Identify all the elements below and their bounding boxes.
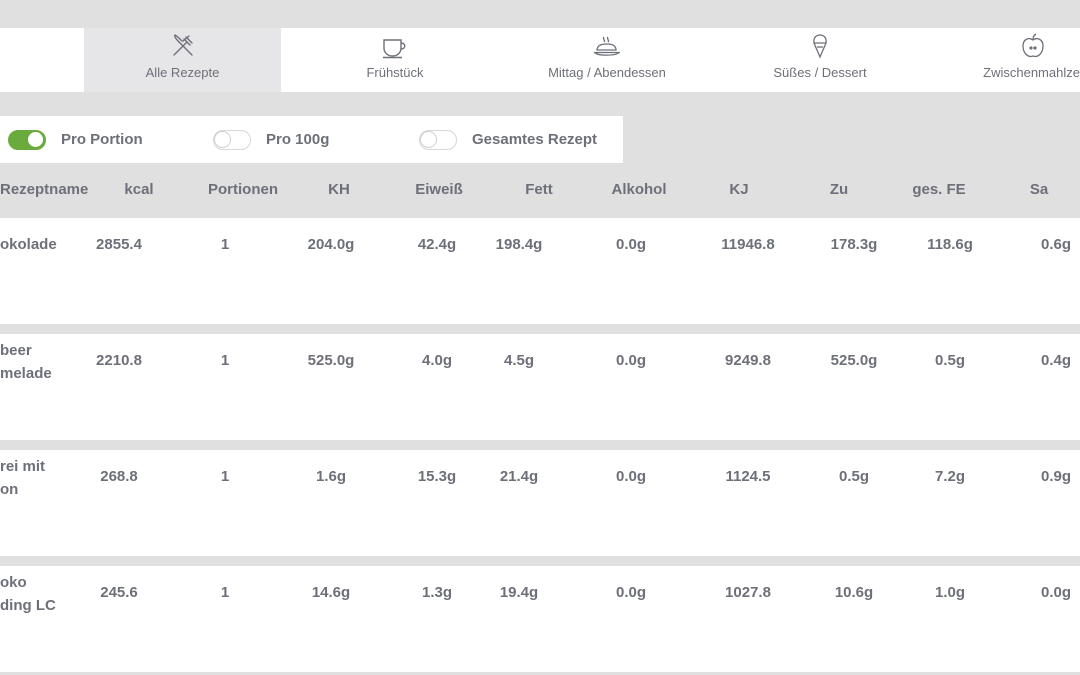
cell-eiweiss: 42.4g bbox=[417, 236, 457, 253]
cell-eiweiss: 1.3g bbox=[421, 584, 453, 601]
apple-icon bbox=[1020, 33, 1046, 59]
cell-kcal: 268.8 bbox=[100, 468, 138, 485]
cell-zucker: 10.6g bbox=[834, 584, 874, 601]
tab-label: Zwischenmahlzei bbox=[983, 65, 1080, 80]
cell-kj: 1027.8 bbox=[725, 584, 771, 601]
tab-label: Frühstück bbox=[366, 65, 424, 80]
recipe-name-line: on bbox=[0, 481, 19, 498]
toggle-pro-portion[interactable]: Pro Portion bbox=[8, 116, 143, 163]
coffee-cup-icon bbox=[380, 33, 410, 59]
cell-zucker: 178.3g bbox=[830, 236, 878, 253]
tab-suesses-dessert[interactable]: Süßes / Dessert bbox=[728, 28, 912, 92]
toggle-switch-on[interactable] bbox=[8, 129, 46, 150]
recipe-name-line: rei mit bbox=[0, 458, 46, 475]
toggle-pro-100g[interactable]: Pro 100g bbox=[213, 116, 329, 163]
fork-knife-icon bbox=[170, 33, 196, 59]
recipe-name-line: okolade bbox=[0, 236, 57, 253]
recipe-name-cell: okolade bbox=[0, 236, 57, 253]
tab-label: Alle Rezepte bbox=[145, 65, 220, 80]
recipe-name-line: beer bbox=[0, 342, 32, 359]
cell-ges-fe: 118.6g bbox=[927, 236, 973, 253]
display-mode-toggles: Pro Portion Pro 100g Gesamtes Rezept bbox=[0, 116, 623, 163]
cell-portionen: 1 bbox=[220, 584, 230, 601]
cell-eiweiss: 4.0g bbox=[421, 352, 453, 369]
column-header-ges-fe[interactable]: ges. FE bbox=[912, 181, 966, 198]
cell-portionen: 1 bbox=[220, 468, 230, 485]
tab-label: Mittag / Abendessen bbox=[548, 65, 666, 80]
category-tabbar: Alle Rezepte Frühstück Mittag / Abendess… bbox=[0, 28, 1080, 92]
toggle-label: Pro Portion bbox=[61, 131, 143, 148]
cell-portionen: 1 bbox=[220, 236, 230, 253]
cell-ges-fe: 0.5g bbox=[934, 352, 966, 369]
cell-kj: 1124.5 bbox=[725, 468, 771, 485]
tab-alle-rezepte[interactable]: Alle Rezepte bbox=[84, 28, 281, 92]
column-header-eiweiss[interactable]: Eiweiß bbox=[415, 181, 463, 198]
table-row[interactable]: oko ding LC 245.6 1 14.6g 1.3g 19.4g 0.0g 1027.8… bbox=[0, 566, 1080, 672]
column-header-kh[interactable]: KH bbox=[328, 181, 350, 198]
recipe-name-line: ding LC bbox=[0, 597, 56, 614]
column-header-salz[interactable]: Sa bbox=[1029, 181, 1049, 198]
toggle-label: Pro 100g bbox=[266, 131, 330, 148]
column-header-kj[interactable]: KJ bbox=[729, 181, 749, 198]
cell-fett: 198.4g bbox=[495, 236, 543, 253]
column-header-alkohol[interactable]: Alkohol bbox=[611, 181, 667, 198]
table-header: Rezeptname kcal Portionen KH Eiweiß Fett… bbox=[0, 170, 1080, 210]
cell-kcal: 2210.8 bbox=[96, 352, 142, 369]
cell-alkohol: 0.0g bbox=[615, 584, 647, 601]
tab-label: Süßes / Dessert bbox=[773, 65, 867, 80]
toggle-switch-off[interactable] bbox=[213, 129, 251, 150]
ice-cream-icon bbox=[810, 33, 830, 59]
cell-zucker: 0.5g bbox=[838, 468, 870, 485]
toggle-label: Gesamtes Rezept bbox=[472, 131, 598, 148]
table-row[interactable]: rei mit on 268.8 1 1.6g 15.3g 21.4g 0.0g 1124.5 0… bbox=[0, 450, 1080, 556]
cell-alkohol: 0.0g bbox=[615, 236, 647, 253]
recipe-name-cell: oko ding LC bbox=[0, 571, 56, 617]
cell-kj: 9249.8 bbox=[725, 352, 771, 369]
column-header-kcal[interactable]: kcal bbox=[124, 181, 154, 198]
cell-fett: 4.5g bbox=[503, 352, 535, 369]
recipe-name-cell: rei mit on bbox=[0, 455, 45, 501]
table-row[interactable]: okolade 2855.4 1 204.0g 42.4g 198.4g 0.0g 11946… bbox=[0, 218, 1080, 324]
recipe-name-line: melade bbox=[0, 365, 52, 382]
column-header-fett[interactable]: Fett bbox=[525, 181, 553, 198]
cell-zucker: 525.0g bbox=[830, 352, 878, 369]
roast-dish-icon bbox=[592, 33, 622, 59]
cell-salz: 0.9g bbox=[1040, 468, 1072, 485]
cell-salz: 0.0g bbox=[1040, 584, 1072, 601]
cell-kh: 1.6g bbox=[315, 468, 347, 485]
column-header-portionen[interactable]: Portionen bbox=[208, 181, 278, 198]
column-header-zucker[interactable]: Zu bbox=[829, 181, 849, 198]
cell-kh: 525.0g bbox=[307, 352, 355, 369]
cell-portionen: 1 bbox=[220, 352, 230, 369]
cell-kh: 14.6g bbox=[311, 584, 351, 601]
cell-alkohol: 0.0g bbox=[615, 468, 647, 485]
tab-fruehstueck[interactable]: Frühstück bbox=[300, 28, 490, 92]
cell-fett: 19.4g bbox=[499, 584, 539, 601]
recipe-name-cell: beer melade bbox=[0, 339, 52, 385]
cell-salz: 0.6g bbox=[1040, 236, 1072, 253]
cell-ges-fe: 7.2g bbox=[934, 468, 966, 485]
cell-fett: 21.4g bbox=[499, 468, 539, 485]
toggle-switch-off[interactable] bbox=[419, 129, 457, 150]
cell-kh: 204.0g bbox=[307, 236, 355, 253]
table-row[interactable]: beer melade 2210.8 1 525.0g 4.0g 4.5g 0.0g 9249.… bbox=[0, 334, 1080, 440]
cell-kcal: 2855.4 bbox=[96, 236, 142, 253]
cell-kcal: 245.6 bbox=[100, 584, 138, 601]
toggle-gesamtes-rezept[interactable]: Gesamtes Rezept bbox=[419, 116, 597, 163]
tab-zwischenmahlzeit[interactable]: Zwischenmahlzei bbox=[968, 28, 1080, 92]
cell-salz: 0.4g bbox=[1040, 352, 1072, 369]
cell-eiweiss: 15.3g bbox=[417, 468, 457, 485]
cell-ges-fe: 1.0g bbox=[934, 584, 966, 601]
cell-alkohol: 0.0g bbox=[615, 352, 647, 369]
tab-mittag-abendessen[interactable]: Mittag / Abendessen bbox=[507, 28, 707, 92]
cell-kj: 11946.8 bbox=[721, 236, 775, 253]
column-header-rezeptname[interactable]: Rezeptname bbox=[0, 181, 89, 198]
recipe-name-line: oko bbox=[0, 574, 27, 591]
